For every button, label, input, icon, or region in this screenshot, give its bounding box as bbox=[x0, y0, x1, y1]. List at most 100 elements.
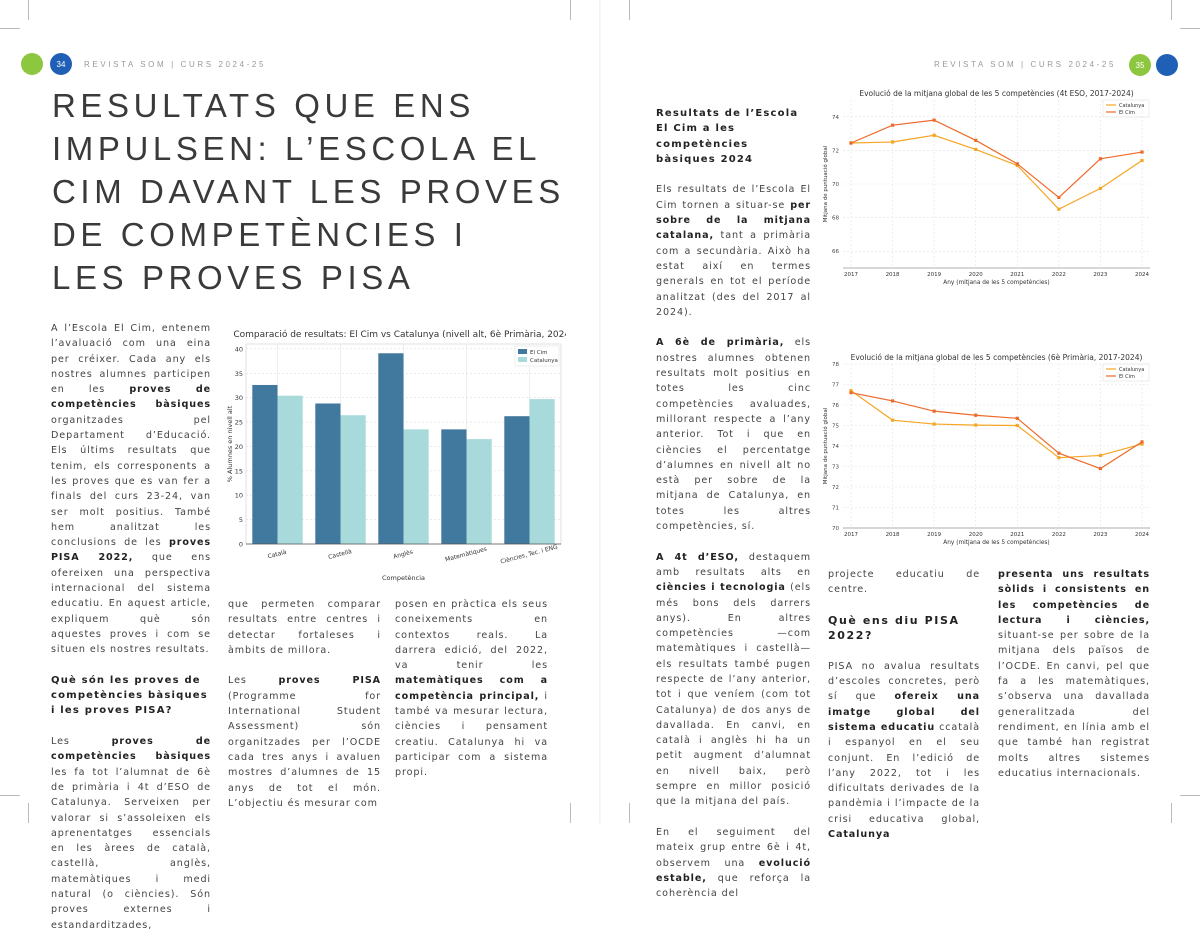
text: Les bbox=[228, 675, 279, 687]
x-axis-label: Any (mitjana de les 5 competències) bbox=[943, 279, 1049, 286]
crop-mark bbox=[570, 0, 571, 20]
legend-box bbox=[1102, 99, 1150, 118]
chart-title: Comparació de resultats: El Cim vs Catal… bbox=[233, 329, 566, 340]
x-tick-label: 2022 bbox=[1052, 272, 1066, 278]
x-tick-label: 2023 bbox=[1093, 272, 1107, 278]
y-tick-label: 77 bbox=[832, 383, 839, 389]
data-point bbox=[1098, 466, 1103, 471]
x-tick-label: 2017 bbox=[844, 272, 858, 278]
text: (els més bons dels darrers anys). En alt… bbox=[656, 582, 811, 808]
crop-mark bbox=[28, 803, 29, 823]
y-tick-label: 73 bbox=[832, 465, 839, 471]
x-tick-label: 2020 bbox=[969, 532, 983, 538]
data-point bbox=[974, 423, 978, 427]
data-point bbox=[849, 389, 853, 393]
y-axis-label: Mitjana de puntuació global bbox=[822, 407, 829, 484]
text: Les bbox=[51, 736, 112, 748]
blue-dot-icon bbox=[1156, 54, 1178, 76]
x-tick-label: Anglès bbox=[392, 549, 413, 561]
running-head-right: REVISTA SOM | CURS 2024-25 bbox=[933, 60, 1116, 69]
bold-text: proves de competències bàsiques bbox=[51, 736, 211, 763]
y-tick-label: 76 bbox=[832, 403, 839, 409]
y-tick-label: 70 bbox=[832, 182, 839, 188]
bar-elcim bbox=[504, 416, 530, 544]
x-tick-label: 2018 bbox=[886, 532, 900, 538]
y-tick-label: 72 bbox=[832, 148, 839, 154]
bar-elcim bbox=[252, 384, 278, 544]
x-tick-label: 2022 bbox=[1052, 532, 1066, 538]
page-number-right: 35 bbox=[1129, 54, 1151, 76]
data-point bbox=[1057, 451, 1061, 455]
bar-elcim bbox=[315, 403, 341, 544]
y-axis-label: Mitjana de puntuació global bbox=[822, 145, 829, 222]
x-tick-label: 2020 bbox=[969, 272, 983, 278]
right-column-1: Resultats de l’Escola El Cim a les compe… bbox=[656, 106, 811, 917]
data-point bbox=[1098, 186, 1103, 190]
y-tick-label: 5 bbox=[239, 516, 243, 524]
legend-label: El Cim bbox=[530, 350, 547, 356]
y-tick-label: 10 bbox=[235, 492, 243, 500]
bold-text: ofereix una imatge global del sistema ed… bbox=[828, 691, 980, 733]
bold-text: Resultats de l’Escola El Cim a les compe… bbox=[656, 108, 799, 165]
running-head-left: REVISTA SOM | CURS 2024-25 bbox=[84, 60, 267, 69]
data-point bbox=[1140, 150, 1144, 154]
x-axis-label: Competència bbox=[382, 574, 425, 582]
data-point bbox=[1098, 157, 1103, 161]
bold-text: proves PISA 2022, bbox=[51, 537, 211, 564]
crop-mark bbox=[28, 0, 29, 20]
bar-elcim bbox=[378, 353, 404, 544]
data-point bbox=[1140, 158, 1144, 163]
data-point bbox=[1015, 416, 1019, 420]
bold-text: proves PISA bbox=[278, 675, 381, 687]
paragraph: posen en pràctica els seus coneixements … bbox=[395, 597, 548, 781]
text: PISA no avalua resultats d’escoles concr… bbox=[828, 660, 980, 703]
legend-label: Catalunya bbox=[1119, 103, 1144, 109]
text: que permeten comparar resultats entre ce… bbox=[228, 599, 381, 656]
crop-mark bbox=[0, 28, 20, 29]
crop-mark bbox=[629, 803, 630, 823]
data-point bbox=[1057, 456, 1061, 460]
bar-elcim bbox=[441, 429, 467, 544]
text: que ens ofereixen una perspectiva intern… bbox=[51, 552, 211, 656]
legend-label: Catalunya bbox=[530, 358, 558, 364]
y-tick-label: 74 bbox=[832, 115, 839, 121]
paragraph: A 4t d’ESO, destaquem amb resultats alts… bbox=[656, 550, 811, 810]
bar-chart-comparison: Comparació de resultats: El Cim vs Catal… bbox=[226, 329, 566, 582]
x-tick-label: 2017 bbox=[844, 532, 858, 538]
title-line: DE COMPETÈNCIES I bbox=[52, 216, 468, 253]
x-tick-label: Castellà bbox=[328, 548, 353, 561]
paragraph: En el seguiment del mateix grup entre 6è… bbox=[656, 825, 811, 901]
legend-label: Catalunya bbox=[1119, 367, 1144, 373]
bar-catalunya bbox=[466, 439, 492, 544]
line-chart-eso: Evolució de la mitjana global de les 5 c… bbox=[822, 89, 1150, 286]
x-tick-label: 2019 bbox=[927, 532, 941, 538]
x-tick-label: 2019 bbox=[927, 272, 941, 278]
bold-text: presenta uns resultats sòlids i consiste… bbox=[998, 569, 1150, 626]
y-tick-label: 78 bbox=[832, 362, 839, 368]
bold-text: A 6è de primària, bbox=[656, 337, 785, 349]
title-line: RESULTATS QUE ENS bbox=[52, 87, 475, 124]
legend-label: El Cim bbox=[1119, 110, 1135, 116]
chart-title: Evolució de la mitjana global de les 5 c… bbox=[859, 89, 1133, 98]
y-tick-label: 66 bbox=[832, 249, 839, 255]
text: (Programme for International Student Ass… bbox=[228, 690, 381, 809]
legend-swatch bbox=[518, 357, 527, 362]
text: organitzades pel Departament d’Educació.… bbox=[51, 414, 211, 549]
paragraph: Les proves PISA (Programme for Internati… bbox=[228, 673, 381, 811]
section-heading: Què ens diu PISA 2022? bbox=[828, 613, 980, 644]
y-tick-label: 25 bbox=[235, 419, 243, 427]
data-point bbox=[1140, 440, 1144, 444]
data-point bbox=[1057, 207, 1061, 211]
y-tick-label: 40 bbox=[235, 345, 243, 353]
x-tick-label: 2018 bbox=[886, 272, 900, 278]
series-line-elcim bbox=[850, 119, 1143, 199]
left-column-3: posen en pràctica els seus coneixements … bbox=[395, 597, 548, 796]
data-point bbox=[1098, 453, 1103, 458]
bar-catalunya bbox=[340, 415, 366, 544]
x-tick-label: 2024 bbox=[1135, 272, 1149, 278]
bold-text: A 4t d’ESO, bbox=[656, 551, 739, 563]
left-column-2: que permeten comparar resultats entre ce… bbox=[228, 597, 381, 826]
text: les fa tot l’alumnat de 6è de primària i… bbox=[51, 766, 211, 931]
data-point bbox=[890, 123, 895, 127]
legend-swatch bbox=[518, 349, 527, 354]
